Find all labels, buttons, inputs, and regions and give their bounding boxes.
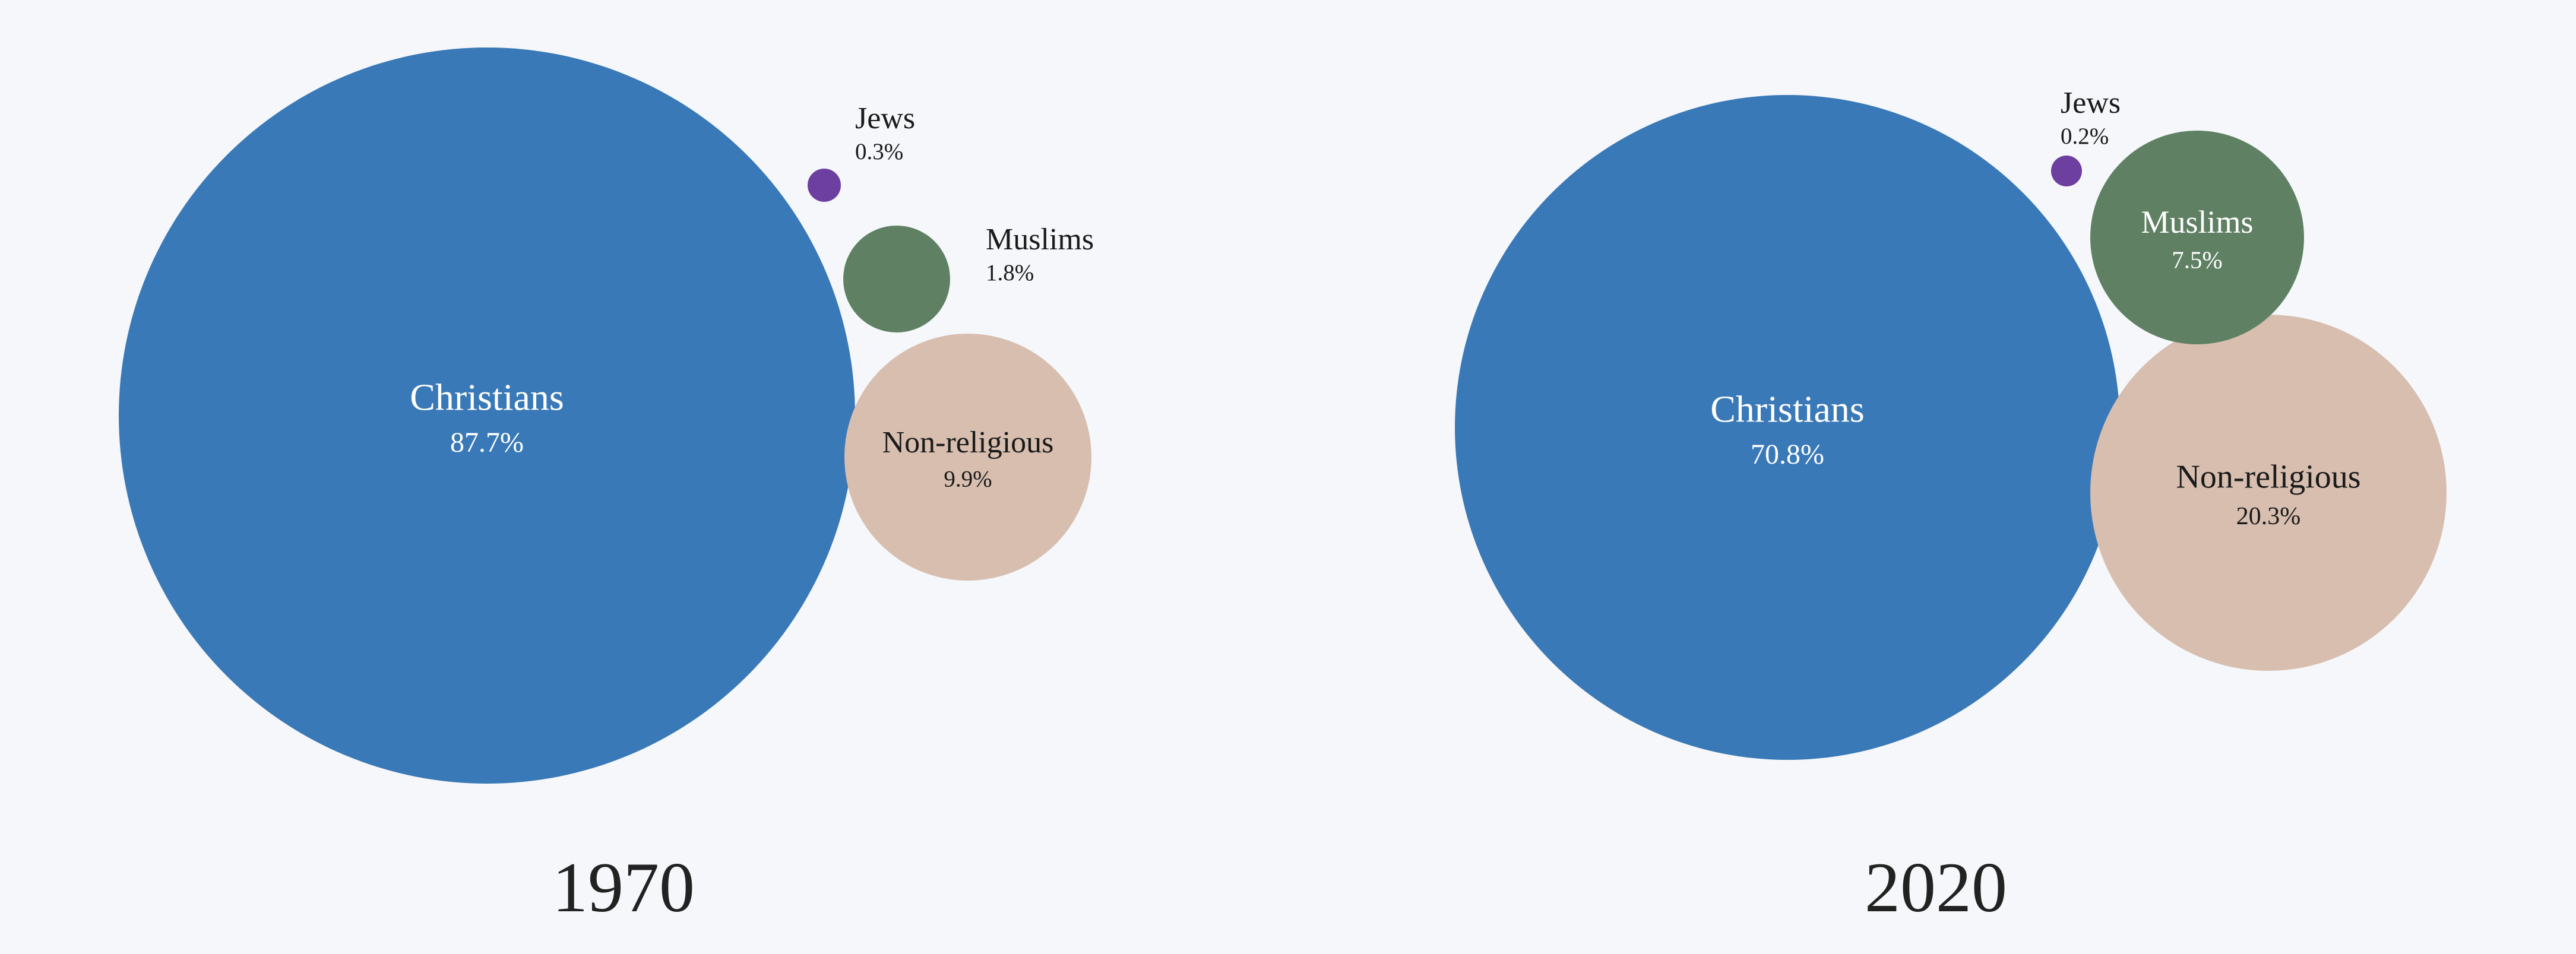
christians-1970-label: Christians [410, 376, 564, 418]
muslims-2020-label: Muslims [2141, 204, 2253, 240]
nonreligious-1970: Non-religious 9.9% [844, 334, 1091, 581]
muslims-2020-value: 7.5% [2172, 246, 2222, 273]
christians-1970-value: 87.7% [450, 427, 524, 458]
nonreligious-2020-value: 20.3% [2236, 503, 2301, 530]
christians-2020-value: 70.8% [1751, 439, 1824, 470]
christians-2020: Christians 70.8% [1455, 95, 2120, 760]
muslims-2020: Muslims 7.5% [2090, 131, 2304, 344]
muslims-1970-label: Muslims [986, 223, 1094, 256]
nonreligious-1970-label: Non-religious [882, 426, 1054, 459]
bubble-comparison-chart: Christians 87.7% Non-religious 9.9% Muslims 1… [0, 0, 2576, 954]
jews-1970-value: 0.3% [855, 139, 903, 164]
jews-2020-value: 0.2% [2061, 123, 2109, 149]
nonreligious-2020-label: Non-religious [2176, 459, 2360, 496]
christians-2020-label: Christians [1710, 388, 1865, 430]
panel-2020-title: 2020 [1865, 848, 2007, 927]
panel-1970-title: 1970 [552, 848, 695, 927]
chart-svg: Christians 87.7% Non-religious 9.9% Muslims 1… [0, 0, 2576, 954]
jews-2020-circle [2051, 156, 2082, 186]
muslims-1970-value: 1.8% [986, 260, 1034, 286]
jews-1970-label: Jews [855, 102, 915, 135]
jews-1970-circle [808, 169, 841, 202]
nonreligious-1970-value: 9.9% [944, 466, 992, 492]
nonreligious-2020: Non-religious 20.3% [2090, 315, 2447, 671]
jews-2020-label: Jews [2061, 86, 2121, 120]
muslims-1970-circle [843, 226, 950, 332]
christians-1970: Christians 87.7% [119, 47, 855, 784]
